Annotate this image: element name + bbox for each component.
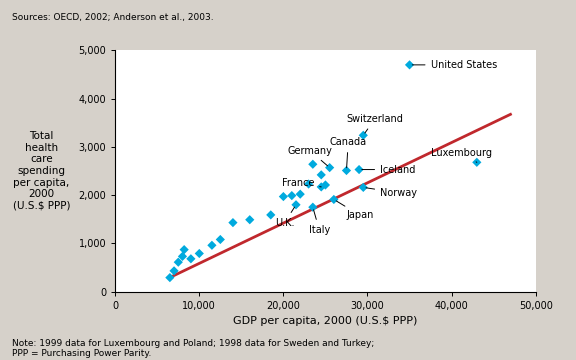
Point: [173, 259, 183, 265]
Point: [291, 202, 301, 208]
Text: Iceland: Iceland: [362, 165, 415, 175]
Point: [180, 247, 189, 252]
Text: Luxembourg: Luxembourg: [430, 148, 491, 162]
Point: [178, 253, 187, 259]
Point: [207, 242, 217, 248]
Text: Norway: Norway: [366, 188, 417, 198]
Point: [405, 62, 414, 68]
Point: [266, 212, 275, 218]
Point: [329, 197, 339, 202]
Point: [354, 167, 363, 172]
Text: Canada: Canada: [329, 137, 367, 168]
Point: [295, 191, 305, 197]
Text: Note: 1999 data for Luxembourg and Poland; 1998 data for Sweden and Turkey;
PPP : Note: 1999 data for Luxembourg and Polan…: [12, 339, 374, 358]
Point: [287, 193, 297, 198]
Text: Sources: OECD, 2002; Anderson et al., 2003.: Sources: OECD, 2002; Anderson et al., 20…: [12, 13, 213, 22]
Text: U.K.: U.K.: [275, 207, 294, 228]
Text: Germany: Germany: [287, 146, 332, 166]
Text: Japan: Japan: [336, 201, 374, 220]
Point: [279, 194, 288, 199]
Point: [308, 204, 317, 210]
Point: [228, 220, 237, 225]
Point: [165, 275, 175, 280]
Point: [472, 159, 482, 165]
Point: [304, 181, 313, 187]
Point: [359, 132, 368, 138]
Text: United States: United States: [412, 60, 497, 70]
Point: [317, 172, 326, 178]
Text: Switzerland: Switzerland: [346, 114, 403, 133]
Point: [195, 251, 204, 256]
Point: [342, 168, 351, 174]
Point: [186, 256, 195, 262]
X-axis label: GDP per capita, 2000 (U.S.$ PPP): GDP per capita, 2000 (U.S.$ PPP): [233, 316, 418, 326]
Text: Italy: Italy: [309, 210, 330, 235]
Point: [325, 165, 334, 171]
Point: [321, 182, 330, 188]
Point: [308, 161, 317, 167]
Point: [215, 237, 225, 242]
Point: [317, 184, 326, 190]
Point: [169, 268, 179, 274]
Point: [245, 217, 255, 222]
Y-axis label: Total
health
care
spending
per capita,
2000
(U.S.$ PPP): Total health care spending per capita, 2…: [13, 131, 70, 211]
Text: France: France: [282, 177, 321, 188]
Point: [359, 185, 368, 190]
